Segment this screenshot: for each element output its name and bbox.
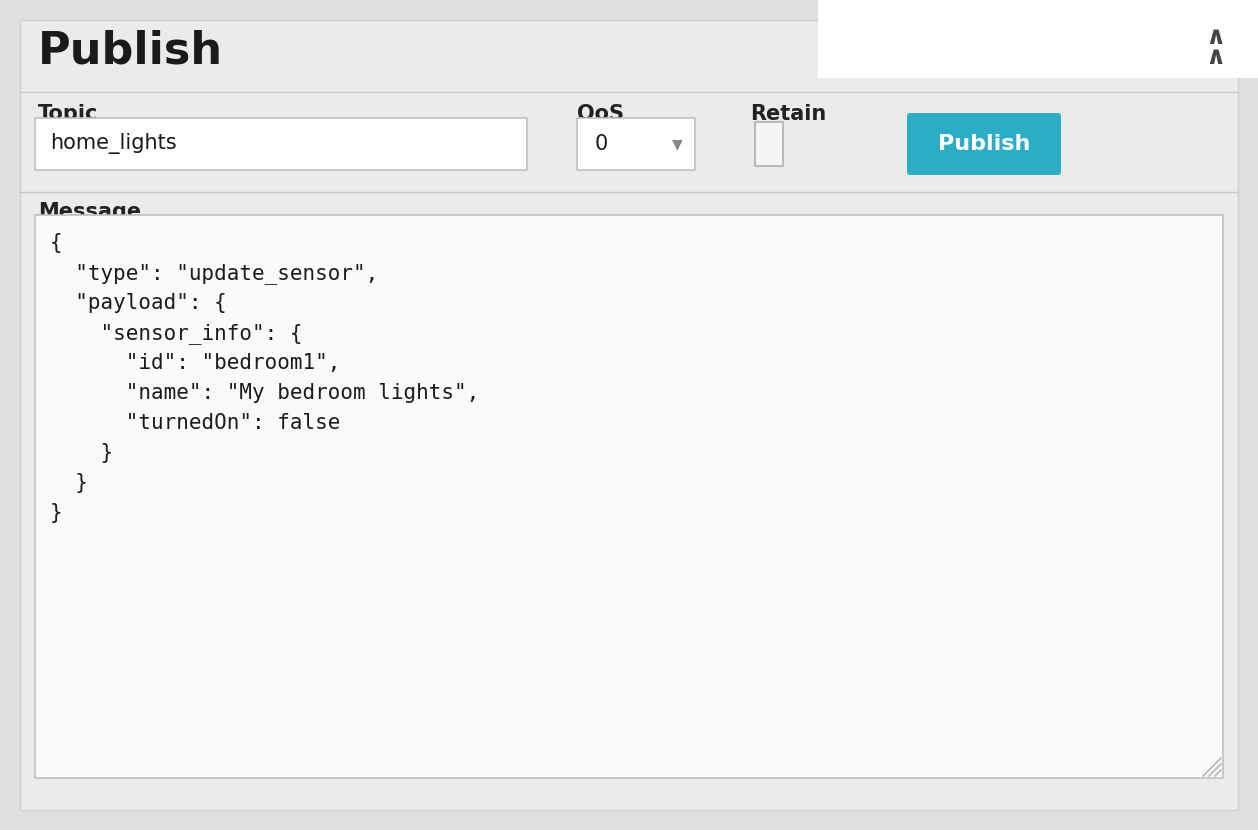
Text: "id": "bedroom1",: "id": "bedroom1", (50, 353, 341, 373)
FancyBboxPatch shape (755, 122, 782, 166)
Text: Retain: Retain (750, 104, 827, 124)
Text: }: } (50, 473, 88, 493)
Text: "name": "My bedroom lights",: "name": "My bedroom lights", (50, 383, 479, 403)
Text: }: } (50, 443, 113, 463)
FancyBboxPatch shape (20, 20, 1238, 810)
Text: Publish: Publish (38, 30, 223, 73)
Text: "type": "update_sensor",: "type": "update_sensor", (50, 263, 379, 284)
Text: 0: 0 (595, 134, 609, 154)
Text: "turnedOn": false: "turnedOn": false (50, 413, 341, 433)
Text: }: } (50, 503, 63, 523)
FancyBboxPatch shape (818, 0, 1258, 78)
Text: {: { (50, 233, 63, 253)
Text: home_lights: home_lights (50, 134, 176, 154)
Text: Message: Message (38, 202, 141, 222)
Text: "payload": {: "payload": { (50, 293, 226, 313)
FancyBboxPatch shape (577, 118, 694, 170)
FancyBboxPatch shape (907, 113, 1060, 175)
Text: Publish: Publish (937, 134, 1030, 154)
Text: "sensor_info": {: "sensor_info": { (50, 323, 302, 344)
Text: ▼: ▼ (672, 137, 682, 151)
Text: Topic: Topic (38, 104, 98, 124)
FancyBboxPatch shape (35, 215, 1223, 778)
FancyBboxPatch shape (35, 118, 527, 170)
Text: ∧: ∧ (1205, 25, 1225, 49)
Text: ∧: ∧ (1205, 45, 1225, 69)
Text: QoS: QoS (577, 104, 624, 124)
